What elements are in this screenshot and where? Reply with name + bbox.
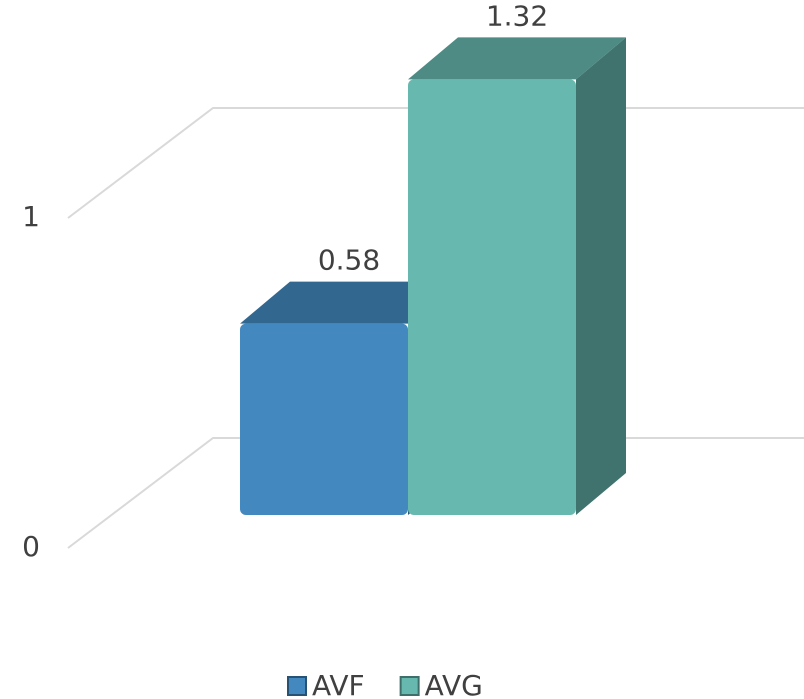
y-tick-label: 0 [22, 530, 40, 563]
legend-swatch [287, 676, 307, 696]
legend-label: AVF [312, 669, 365, 699]
y-tick-label: 1 [22, 200, 40, 233]
bar-face [408, 37, 626, 80]
bar-face [240, 323, 408, 515]
bar [408, 37, 626, 516]
bar-face [576, 37, 626, 516]
bar-face [240, 281, 458, 324]
legend-swatch [399, 676, 420, 696]
bar-face [408, 79, 576, 516]
data-label: 0.58 [318, 244, 380, 277]
data-label: 1.32 [486, 0, 548, 32]
legend-label: AVG [425, 669, 483, 699]
